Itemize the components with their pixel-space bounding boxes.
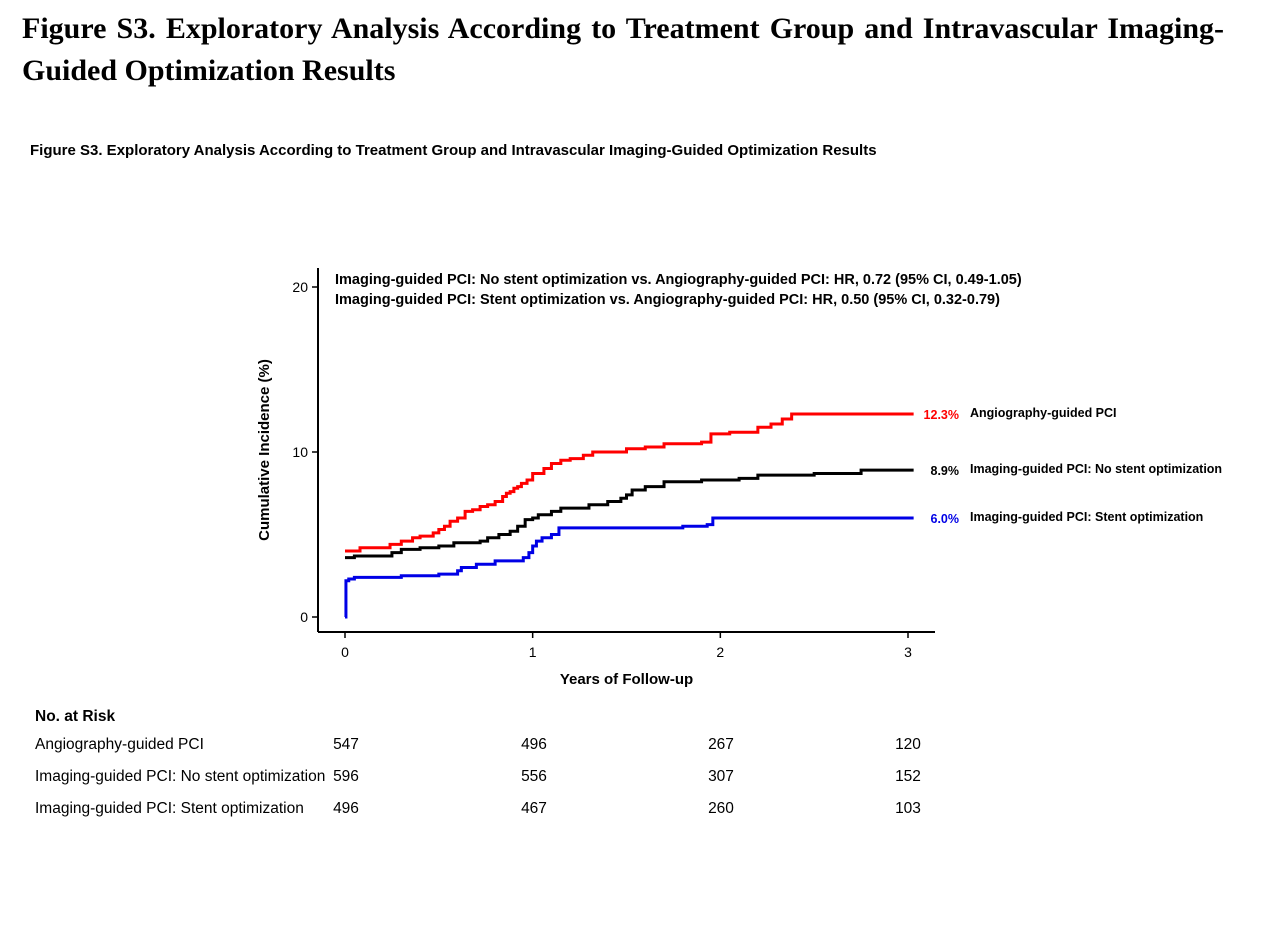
x-tick-label: 1: [529, 644, 537, 660]
series-end-name: Angiography-guided PCI: [970, 406, 1117, 420]
series-end-percent: 6.0%: [931, 512, 960, 526]
x-tick-label: 3: [904, 644, 912, 660]
risk-row-value: 496: [521, 736, 547, 753]
series-line: [345, 412, 914, 553]
series-end-percent: 8.9%: [931, 464, 960, 478]
risk-row-value: 547: [333, 736, 359, 753]
kaplan-meier-chart: 0 1 2 3 0 10 20 Years of Follow-up Cumulative I…: [256, 268, 1222, 688]
y-tick-label: 10: [292, 444, 308, 460]
y-axis-label: Cumulative Incidence (%): [256, 359, 273, 541]
figure-caption: Figure S3. Exploratory Analysis Accordin…: [30, 142, 877, 159]
chart-labels: Years of Follow-up Cumulative Incidence (…: [256, 272, 1222, 688]
risk-row-value: 496: [333, 800, 359, 817]
x-axis-label: Years of Follow-up: [560, 671, 693, 688]
series-line: [344, 516, 914, 619]
chart-series: [344, 412, 914, 619]
hr-annotation: Imaging-guided PCI: No stent optimizatio…: [335, 272, 1022, 288]
risk-row-value: 260: [708, 800, 734, 817]
risk-row-value: 103: [895, 800, 921, 817]
chart-ticks: 0 1 2 3 0 10 20: [292, 279, 912, 660]
series-end-name: Imaging-guided PCI: Stent optimization: [970, 510, 1203, 524]
risk-row-value: 152: [895, 768, 921, 785]
risk-table-title: No. at Risk: [35, 708, 116, 725]
y-tick-label: 0: [300, 609, 308, 625]
x-tick-label: 0: [341, 644, 349, 660]
risk-row-label: Imaging-guided PCI: Stent optimization: [35, 800, 304, 817]
hr-annotation: Imaging-guided PCI: Stent optimization v…: [335, 292, 1000, 308]
series-end-percent: 12.3%: [924, 408, 959, 422]
risk-row-value: 556: [521, 768, 547, 785]
risk-row-label: Imaging-guided PCI: No stent optimizatio…: [35, 768, 326, 785]
risk-row-value: 307: [708, 768, 734, 785]
risk-row-value: 120: [895, 736, 921, 753]
chart-axes: [317, 268, 935, 633]
risk-row-value: 467: [521, 800, 547, 817]
y-tick-label: 20: [292, 279, 308, 295]
risk-row-value: 267: [708, 736, 734, 753]
series-end-name: Imaging-guided PCI: No stent optimizatio…: [970, 462, 1222, 476]
page-title: Figure S3. Exploratory Analysis Accordin…: [22, 12, 1224, 87]
risk-row-value: 596: [333, 768, 359, 785]
series-line: [345, 468, 914, 560]
risk-row-label: Angiography-guided PCI: [35, 736, 204, 753]
x-tick-label: 2: [716, 644, 724, 660]
